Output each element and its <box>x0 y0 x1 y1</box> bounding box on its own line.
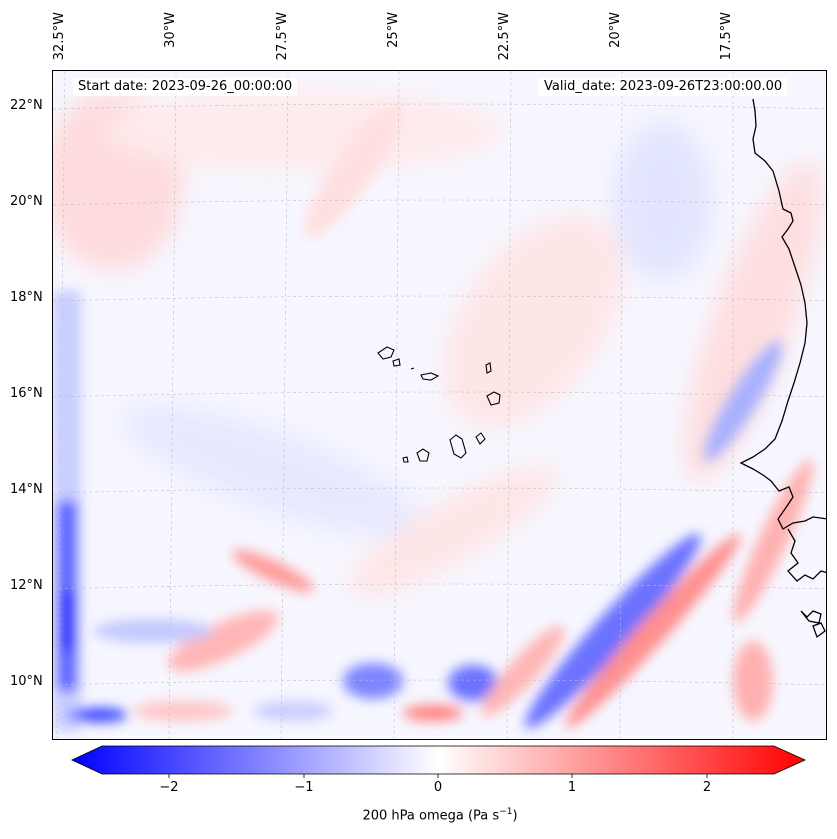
lat-label-10n: 10°N <box>10 674 43 689</box>
colorbar-label-close: ) <box>512 808 518 824</box>
colorbar <box>71 745 806 778</box>
colorbar-tick-1: 1 <box>567 780 577 795</box>
sao-nicolau-island <box>420 372 440 381</box>
colorbar-tick-neg1: −1 <box>294 780 314 795</box>
santiago-island <box>449 434 467 459</box>
gridlines <box>53 71 826 739</box>
brava-island <box>402 456 409 463</box>
lon-label-22-5w: 22.5°W <box>497 12 512 61</box>
colorbar-label-text: 200 hPa omega (Pa s <box>362 808 500 824</box>
lon-label-32-5w: 32.5°W <box>52 12 67 61</box>
colorbar-tick-neg2: −2 <box>159 780 179 795</box>
colorbar-bar <box>71 745 806 775</box>
omega-field-map <box>53 71 826 739</box>
guinea-bissau-coastline <box>787 528 826 582</box>
lat-label-18n: 18°N <box>10 290 43 305</box>
santo-antao-island <box>377 346 395 360</box>
bijagos-island-2 <box>812 622 826 639</box>
santa-luzia-island <box>410 367 415 370</box>
lat-label-22n: 22°N <box>10 98 43 113</box>
omega-field <box>53 71 826 739</box>
lon-label-17-5w: 17.5°W <box>719 12 734 61</box>
start-date-label: Start date: 2023-09-26_00:00:00 <box>73 78 298 96</box>
cape-verde-islands <box>377 346 501 463</box>
lat-label-12n: 12°N <box>10 578 43 593</box>
maio-island <box>475 432 486 445</box>
sal-island <box>485 362 492 374</box>
map-frame <box>52 70 827 740</box>
colorbar-tick-2: 2 <box>702 780 712 795</box>
lon-label-27-5w: 27.5°W <box>275 12 290 61</box>
coastlines <box>739 98 826 639</box>
boa-vista-island <box>486 391 501 406</box>
valid-date-label: Valid_date: 2023-09-26T23:00:00.00 <box>539 78 788 96</box>
lon-label-25w: 25°W <box>386 12 401 48</box>
bijagos-island-1 <box>800 610 822 624</box>
lat-label-14n: 14°N <box>10 482 43 497</box>
lat-label-16n: 16°N <box>10 386 43 401</box>
colorbar-ticks <box>168 774 708 778</box>
colorbar-label: 200 hPa omega (Pa s−1) <box>0 807 837 823</box>
fogo-island <box>416 448 430 462</box>
lon-label-30w: 30°W <box>163 12 178 48</box>
lat-label-20n: 20°N <box>10 194 43 209</box>
african-coastline <box>739 98 826 530</box>
colorbar-label-exponent: −1 <box>499 807 513 817</box>
sao-vicente-island <box>392 358 401 367</box>
lon-label-20w: 20°W <box>608 12 623 48</box>
colorbar-tick-0: 0 <box>433 780 443 795</box>
